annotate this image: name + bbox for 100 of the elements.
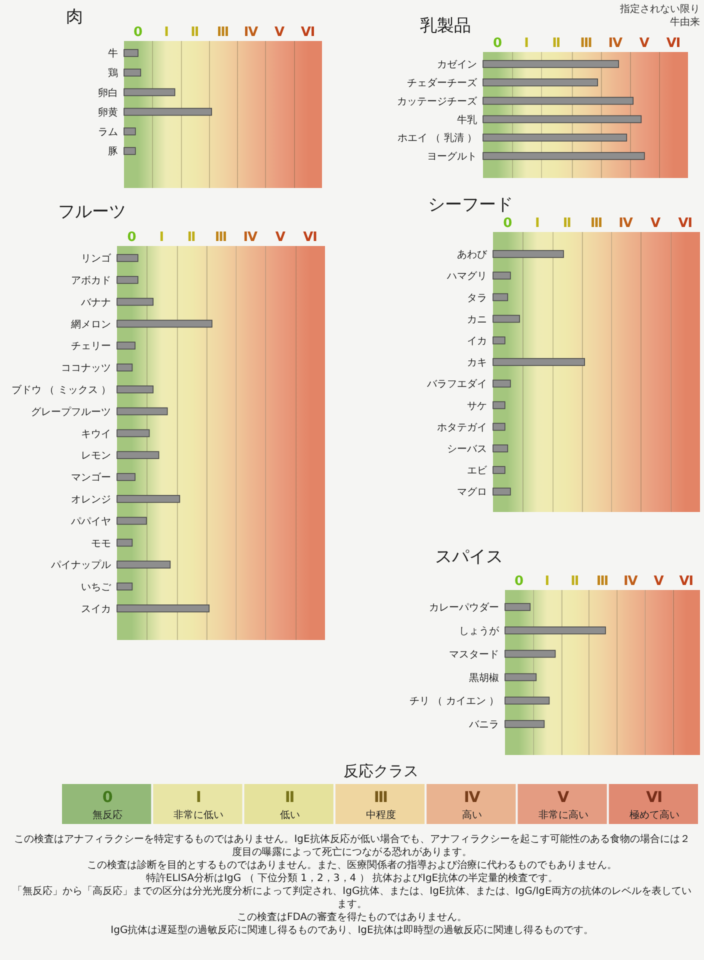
band-label: Ⅳ	[243, 230, 258, 245]
y-tick-label: 鶏	[108, 67, 118, 80]
chart-title: フルーツ	[58, 202, 126, 222]
y-tick-label: バニラ	[468, 720, 499, 731]
bar	[492, 293, 508, 302]
bar	[116, 320, 212, 328]
text: この検査は診断を目的とするものではありません。また、医療関係者の指導および治療に代わるものでもありません。	[87, 859, 617, 871]
bar	[492, 380, 511, 388]
bar	[492, 272, 511, 280]
band-label: Ⅵ	[303, 230, 318, 245]
chart-title: シーフード	[428, 195, 513, 215]
band-label: Ⅱ	[190, 25, 200, 40]
text: 中程度	[366, 810, 396, 821]
bar	[492, 422, 506, 431]
band-label: Ⅳ	[608, 36, 624, 51]
band-label: Ⅲ	[214, 230, 228, 245]
y-tick-label: マグロ	[457, 487, 487, 498]
band-label: Ⅳ	[618, 216, 634, 231]
band-label: Ⅰ	[535, 216, 540, 231]
band-label: Ⅲ	[580, 36, 592, 51]
bar	[116, 254, 138, 262]
text: この検査はFDAの審査を得たものではありません。	[236, 911, 468, 923]
y-tick-label: あわび	[457, 250, 488, 261]
y-tick-label: マンゴー	[71, 472, 111, 484]
y-tick-label: サケ	[467, 400, 487, 412]
band-label: 0	[503, 216, 512, 231]
text: 「無反応」から「高反応」までの区分は分光光度分析によって判定され、IgG抗体、または、IgE抗体、または、IgG/IgE両方の抗体のレベルを表しています。	[12, 885, 692, 910]
band-label: Ⅰ	[159, 230, 164, 245]
y-tick-label: 牛乳	[457, 114, 477, 126]
category-label: Ⅳ	[464, 788, 481, 806]
category-label: Ⅰ	[196, 788, 202, 806]
bar	[124, 147, 136, 155]
bar	[116, 473, 136, 481]
text: 特許ELISA分析はIgG （ 下位分類 1，2，3，4 ） 抗体およびIgE抗体の半定量的検査です。	[146, 872, 558, 884]
bar	[116, 386, 154, 394]
bar	[504, 673, 537, 682]
y-tick-label: ブドウ （ ミックス ）	[11, 384, 111, 396]
band-label: 0	[127, 230, 136, 245]
text: この検査はアナフィラクシーを特定するものではありません。IgE抗体反応が低い場合でも、アナフィラクシーを起こす可能性のある食物の場合には２度目の曝露によって死亡につながる恐れがあります。	[14, 833, 690, 858]
band-label: Ⅴ	[639, 36, 650, 51]
band-label: Ⅲ	[596, 574, 609, 589]
text: 指定されない限り牛由来	[619, 3, 700, 28]
y-tick-label: カッテージチーズ	[397, 95, 478, 108]
band-label: Ⅱ	[187, 230, 196, 245]
band-label: Ⅱ	[562, 216, 572, 231]
category-label: Ⅴ	[557, 788, 570, 806]
text: 反応クラス	[344, 762, 418, 780]
category-label: 0	[102, 788, 113, 806]
y-tick-label: いちご	[81, 582, 112, 594]
bar	[492, 466, 506, 474]
bar	[492, 401, 506, 410]
y-tick-label: 豚	[108, 146, 118, 158]
y-tick-label: パパイヤ	[70, 516, 111, 528]
y-tick-label: キウイ	[81, 428, 111, 440]
band-label: Ⅴ	[654, 574, 664, 589]
chart-title: 乳製品	[420, 16, 471, 36]
y-tick-label: カニ	[467, 314, 487, 326]
category-label: Ⅲ	[374, 788, 388, 806]
band-label: Ⅰ	[524, 36, 530, 51]
band-label: 0	[493, 36, 502, 51]
y-tick-label: マスタード	[449, 649, 499, 660]
band-label: Ⅱ	[570, 574, 580, 589]
y-tick-label: チェリー	[71, 341, 111, 352]
text: 無反応	[92, 810, 123, 821]
bar	[482, 78, 598, 86]
bar	[504, 720, 545, 728]
band-label: Ⅲ	[590, 216, 603, 231]
band-label: Ⅵ	[300, 25, 316, 40]
y-tick-label: 黒胡椒	[469, 672, 499, 684]
band-label: Ⅴ	[275, 230, 286, 245]
band-label: Ⅴ	[274, 25, 285, 40]
y-tick-label: 卵白	[98, 86, 118, 99]
bar	[492, 314, 520, 323]
y-tick-label: アボカド	[71, 276, 111, 286]
y-tick-label: タラ	[467, 292, 487, 304]
bar	[504, 696, 550, 704]
band-label: Ⅰ	[544, 574, 550, 589]
bar	[116, 516, 147, 525]
y-tick-label: カレーパウダー	[429, 602, 499, 614]
bar	[116, 407, 168, 416]
band-label: Ⅴ	[650, 216, 661, 231]
y-tick-label: バラフエダイ	[426, 378, 487, 390]
bar	[116, 604, 210, 612]
bar	[116, 538, 133, 547]
band-label: Ⅵ	[666, 36, 681, 51]
bar	[124, 49, 138, 57]
bar	[116, 276, 138, 284]
y-tick-label: グレープフルーツ	[31, 406, 111, 418]
chart-title: 肉	[66, 7, 83, 27]
text: 極めて高い	[629, 810, 680, 821]
bar	[482, 152, 645, 160]
y-tick-label: カキ	[467, 358, 487, 369]
text: 低い	[280, 810, 300, 821]
y-tick-label: ココナッツ	[61, 363, 111, 374]
text: 高い	[462, 810, 482, 821]
y-tick-label: ホタテガイ	[437, 422, 487, 434]
y-tick-label: リンゴ	[81, 252, 112, 265]
band-label: Ⅲ	[216, 25, 230, 40]
bar	[504, 650, 556, 658]
y-tick-label: パイナップル	[50, 559, 111, 572]
